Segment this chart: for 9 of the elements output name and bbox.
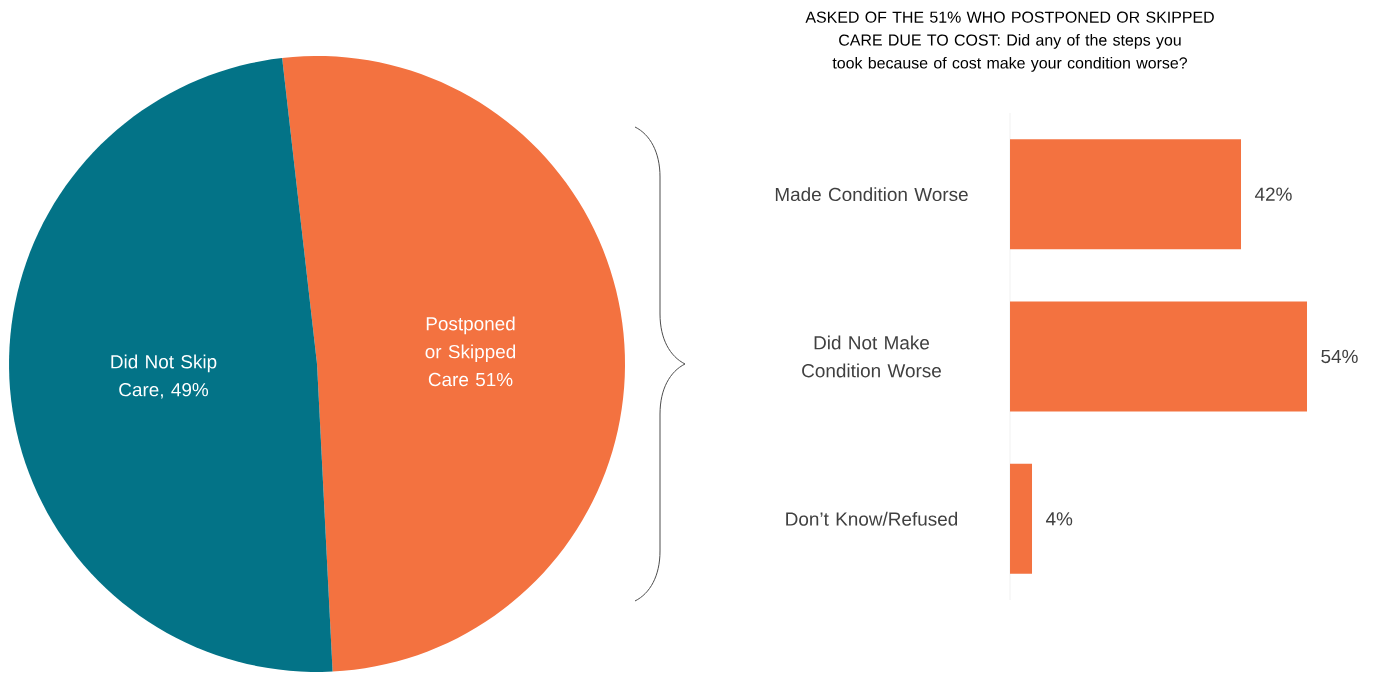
y-tick-label: Made Condition Worse [775, 187, 968, 202]
slice-label: Did Not Skip Care, 49% [111, 354, 217, 399]
data-label: 4% [1045, 512, 1073, 526]
chart-title: ASKED OF THE 51% WHO POSTPONED OR SKIPPED CARE DUE TO COST: Did any of the steps you took because of cost make your condition worse? [805, 11, 1214, 72]
y-tick-label: Did Not Make Condition Worse [802, 335, 941, 378]
data-label: 54% [1321, 349, 1358, 364]
slice-label: Postponed or Skipped Care 51% [425, 316, 516, 387]
y-tick-label: Don’t Know/Refused [786, 511, 958, 526]
data-label: 42% [1254, 187, 1292, 201]
